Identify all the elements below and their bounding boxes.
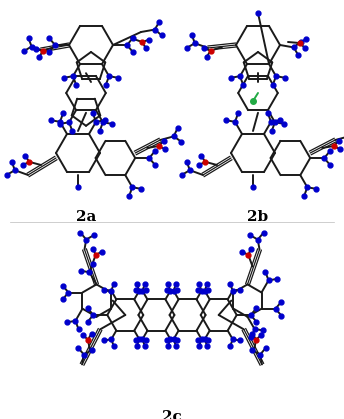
Text: 2c: 2c <box>162 410 182 419</box>
Text: 2b: 2b <box>247 210 269 224</box>
Text: 2a: 2a <box>76 210 96 224</box>
